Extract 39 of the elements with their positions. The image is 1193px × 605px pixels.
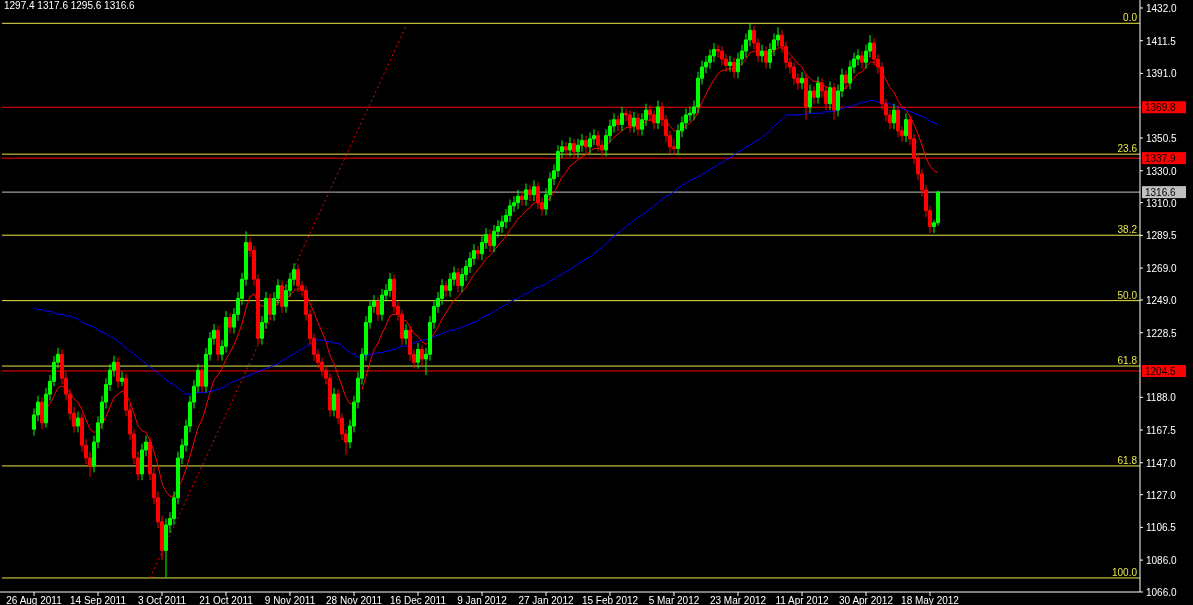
annotation: 61.8: [1117, 355, 1138, 367]
annotation: 61.8: [1117, 454, 1138, 466]
y-tick-label: 1310.0: [1146, 197, 1178, 209]
ref-line-label: 1204.5: [1145, 366, 1177, 377]
y-tick-label: 1106.5: [1146, 522, 1177, 534]
x-tick-label: 16 Dec 2011: [390, 595, 447, 605]
y-tick-label: 1432.0: [1146, 2, 1178, 14]
x-tick-label: 23 Mar 2012: [709, 595, 767, 605]
y-tick-label: 1289.5: [1146, 230, 1178, 242]
y-tick-label: 1411.5: [1146, 35, 1177, 47]
x-tick-label: 9 Jan 2012: [457, 595, 508, 605]
annotation: 23.6: [1117, 143, 1138, 155]
x-tick-label: 15 Feb 2012: [581, 595, 639, 605]
x-tick-label: 27 Jan 2012: [518, 595, 574, 605]
y-tick-label: 1269.0: [1146, 263, 1178, 275]
y-tick-label: 1350.5: [1146, 133, 1178, 145]
y-tick-label: 1127.0: [1146, 489, 1177, 501]
chart-title: 1297.4 1317.6 1295.6 1316.6: [4, 0, 136, 11]
annotation: 100.0: [1111, 566, 1138, 578]
x-tick-label: 21 Oct 2011: [199, 595, 254, 605]
y-tick-label: 1066.0: [1146, 587, 1178, 598]
y-tick-label: 1391.0: [1146, 68, 1178, 80]
ref-line-label: 1316.6: [1145, 187, 1177, 199]
y-tick-label: 1086.0: [1146, 555, 1178, 567]
annotation: 0.0: [1123, 12, 1138, 24]
x-tick-label: 5 Mar 2012: [648, 595, 700, 605]
y-tick-label: 1249.0: [1146, 294, 1178, 306]
ref-line-label: 1369.8: [1145, 102, 1177, 114]
annotation: 50.0: [1117, 289, 1138, 301]
x-tick-label: 3 Oct 2011: [137, 595, 187, 605]
x-tick-label: 28 Nov 2011: [326, 595, 383, 605]
y-tick-label: 1147.0: [1146, 457, 1177, 469]
ref-line-label: 1337.9: [1145, 153, 1177, 165]
y-tick-label: 1228.5: [1146, 327, 1178, 339]
x-tick-label: 9 Nov 2011: [264, 595, 316, 605]
y-tick-label: 1167.5: [1146, 425, 1177, 437]
annotation: 38.2: [1117, 224, 1138, 236]
y-tick-label: 1188.0: [1146, 392, 1177, 404]
y-tick-label: 1330.0: [1146, 165, 1178, 177]
